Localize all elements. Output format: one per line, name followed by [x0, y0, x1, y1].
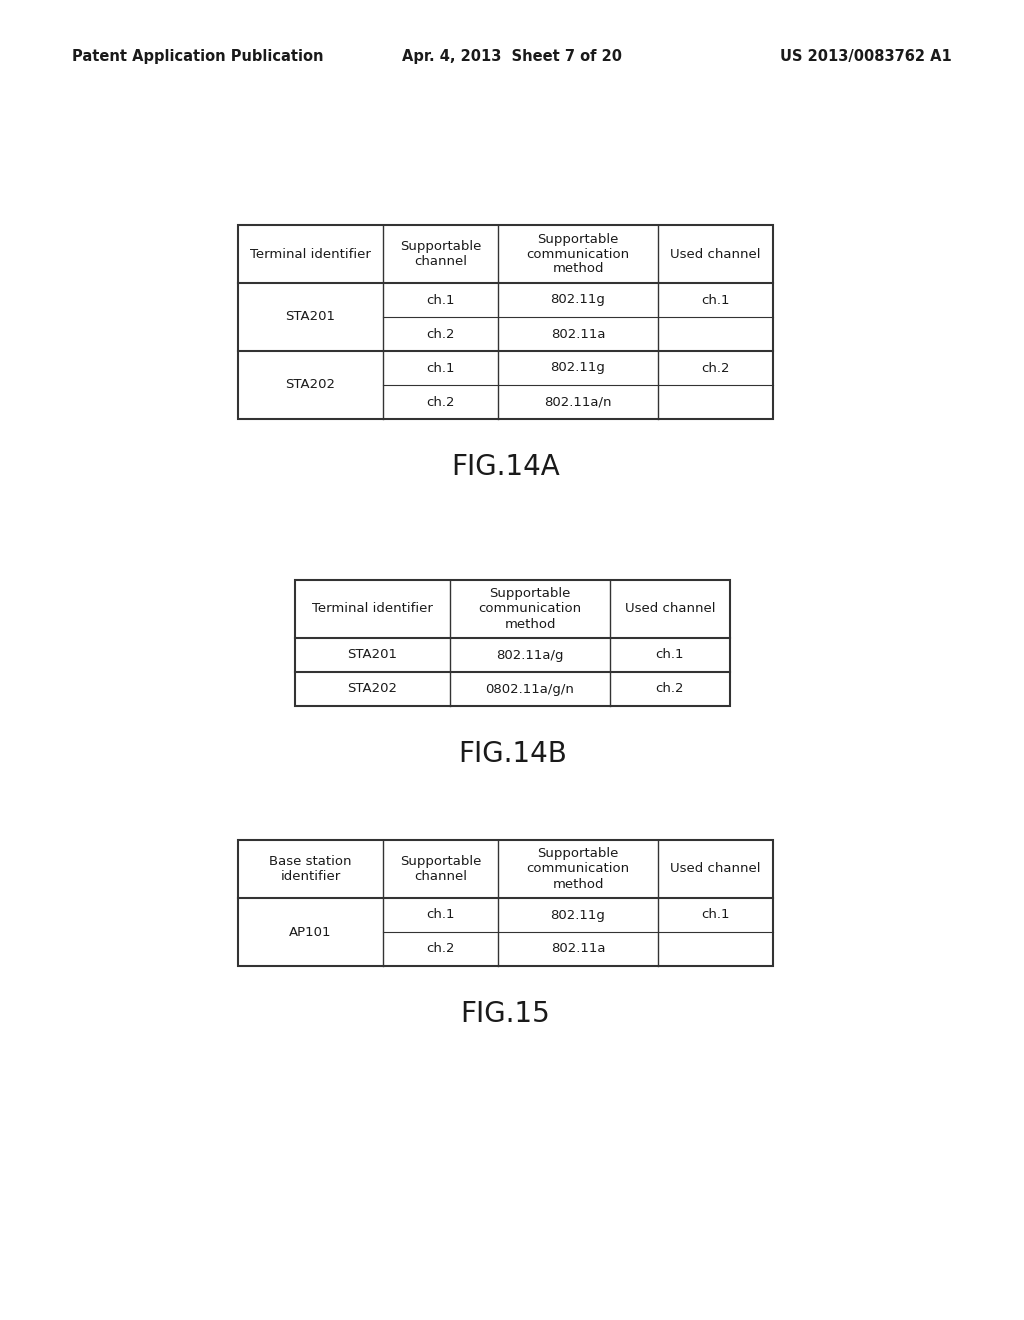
Text: Supportable
communication
method: Supportable communication method	[478, 587, 582, 631]
Text: STA202: STA202	[347, 682, 397, 696]
Text: ch.2: ch.2	[701, 362, 730, 375]
Text: Supportable
channel: Supportable channel	[399, 855, 481, 883]
Text: FIG.14A: FIG.14A	[452, 453, 560, 480]
Text: 802.11g: 802.11g	[551, 362, 605, 375]
Text: Used channel: Used channel	[625, 602, 715, 615]
Text: Base station
identifier: Base station identifier	[269, 855, 352, 883]
Text: Supportable
channel: Supportable channel	[399, 240, 481, 268]
Bar	[238, 224, 773, 418]
Text: 802.11a/g: 802.11a/g	[497, 648, 564, 661]
Text: FIG.14B: FIG.14B	[458, 741, 567, 768]
Text: 802.11a: 802.11a	[551, 942, 605, 956]
Text: FIG.15: FIG.15	[461, 1001, 550, 1028]
Text: 802.11g: 802.11g	[551, 908, 605, 921]
Text: ch.1: ch.1	[701, 293, 730, 306]
Text: STA201: STA201	[347, 648, 397, 661]
Text: Terminal identifier: Terminal identifier	[312, 602, 433, 615]
Text: Supportable
communication
method: Supportable communication method	[526, 847, 630, 891]
Text: Apr. 4, 2013  Sheet 7 of 20: Apr. 4, 2013 Sheet 7 of 20	[402, 49, 622, 65]
Text: 802.11a/n: 802.11a/n	[544, 396, 611, 408]
Text: Terminal identifier: Terminal identifier	[250, 248, 371, 260]
Text: ch.2: ch.2	[426, 327, 455, 341]
Bar	[238, 840, 773, 966]
Text: STA202: STA202	[286, 379, 336, 392]
Text: 802.11g: 802.11g	[551, 293, 605, 306]
Text: ch.1: ch.1	[426, 908, 455, 921]
Text: ch.1: ch.1	[701, 908, 730, 921]
Text: Used channel: Used channel	[671, 248, 761, 260]
Text: Patent Application Publication: Patent Application Publication	[72, 49, 324, 65]
Text: ch.1: ch.1	[655, 648, 684, 661]
Text: ch.2: ch.2	[426, 396, 455, 408]
Text: ch.2: ch.2	[655, 682, 684, 696]
Text: 802.11a: 802.11a	[551, 327, 605, 341]
Text: US 2013/0083762 A1: US 2013/0083762 A1	[780, 49, 952, 65]
Text: 0802.11a/g/n: 0802.11a/g/n	[485, 682, 574, 696]
Text: ch.1: ch.1	[426, 293, 455, 306]
Bar	[295, 579, 730, 706]
Text: Used channel: Used channel	[671, 862, 761, 875]
Text: AP101: AP101	[289, 925, 332, 939]
Text: STA201: STA201	[286, 310, 336, 323]
Text: ch.1: ch.1	[426, 362, 455, 375]
Text: ch.2: ch.2	[426, 942, 455, 956]
Text: Supportable
communication
method: Supportable communication method	[526, 232, 630, 276]
